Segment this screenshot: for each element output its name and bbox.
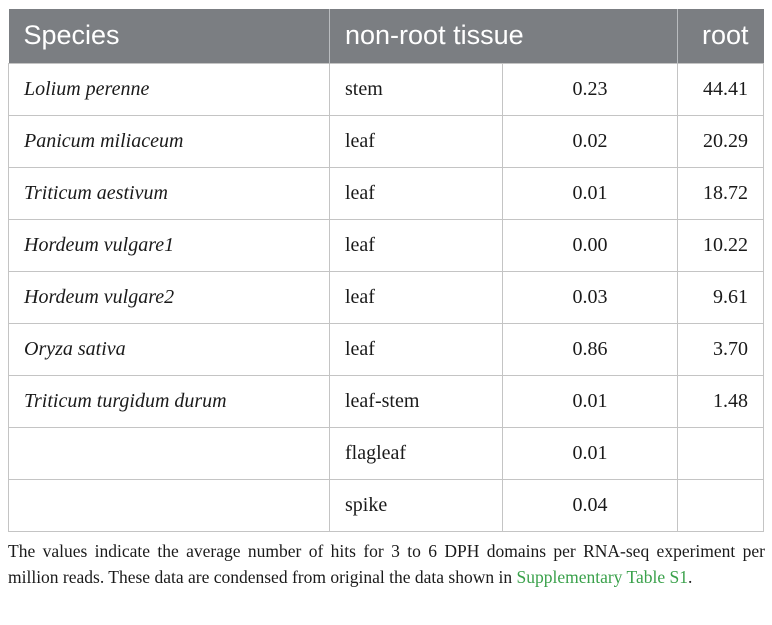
cell-tissue: leaf-stem [329,374,503,428]
cell-value: 0.86 [501,322,679,376]
cell-tissue: stem [329,62,503,116]
cell-value: 0.04 [501,478,679,532]
cell-tissue: spike [329,478,503,532]
cell-species: Triticum aestivum [8,166,330,220]
cell-root: 1.48 [677,374,765,428]
cell-root: 44.41 [677,62,765,116]
cell-value: 0.01 [501,166,679,220]
supplementary-table-link[interactable]: Supplementary Table S1 [516,567,688,587]
table-row: Oryza sativa leaf 0.86 3.70 [8,322,765,376]
cell-root: 20.29 [677,114,765,168]
cell-species [8,478,330,532]
table-header: Species non-root tissue root [8,9,764,63]
cell-species: Panicum miliaceum [8,114,330,168]
cell-species: Lolium perenne [8,62,330,116]
cell-species [8,426,330,480]
cell-species: Hordeum vulgare1 [8,218,330,272]
cell-tissue: leaf [329,166,503,220]
cell-tissue: leaf [329,270,503,324]
table-row: flagleaf 0.01 [8,426,765,480]
table-row: Lolium perenne stem 0.23 44.41 [8,62,765,116]
footnote-text: The values indicate the average number o… [8,541,765,587]
cell-species: Hordeum vulgare2 [8,270,330,324]
table-row: spike 0.04 [8,478,765,532]
footnote-end: . [687,567,693,587]
cell-root: 18.72 [677,166,765,220]
data-table-container: Species non-root tissue root Lolium pere… [8,9,765,532]
data-table: Species non-root tissue root Lolium pere… [8,9,765,532]
cell-tissue: leaf [329,114,503,168]
cell-root [677,478,765,532]
cell-species: Oryza sativa [8,322,330,376]
table-body: Lolium perenne stem 0.23 44.41 Panicum milia… [8,62,765,532]
cell-value: 0.00 [501,218,679,272]
table-row: Triticum aestivum leaf 0.01 18.72 [8,166,765,220]
table-row: Panicum miliaceum leaf 0.02 20.29 [8,114,765,168]
header-species: Species [23,20,120,51]
header-row: Species non-root tissue root [8,9,764,63]
table-row: Triticum turgidum durum leaf-stem 0.01 1.48 [8,374,765,428]
cell-tissue: leaf [329,218,503,272]
cell-root: 10.22 [677,218,765,272]
table-footnote: The values indicate the average number o… [8,538,765,590]
table-row: Hordeum vulgare1 leaf 0.00 10.22 [8,218,765,272]
cell-value: 0.03 [501,270,679,324]
cell-root: 3.70 [677,322,765,376]
header-non-root-tissue: non-root tissue [328,9,678,63]
cell-species: Triticum turgidum durum [8,374,330,428]
cell-value: 0.01 [501,426,679,480]
cell-tissue: leaf [329,322,503,376]
cell-value: 0.23 [501,62,679,116]
header-root: root [677,9,764,63]
cell-root: 9.61 [677,270,765,324]
cell-root [677,426,765,480]
cell-tissue: flagleaf [329,426,503,480]
table-row: Hordeum vulgare2 leaf 0.03 9.61 [8,270,765,324]
cell-value: 0.02 [501,114,679,168]
cell-value: 0.01 [501,374,679,428]
